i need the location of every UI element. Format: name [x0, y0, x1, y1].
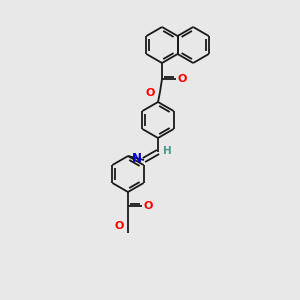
- Text: H: H: [163, 146, 172, 156]
- Text: O: O: [146, 88, 155, 98]
- Text: O: O: [143, 201, 152, 211]
- Text: O: O: [115, 221, 124, 231]
- Text: N: N: [132, 152, 142, 166]
- Text: O: O: [177, 74, 186, 84]
